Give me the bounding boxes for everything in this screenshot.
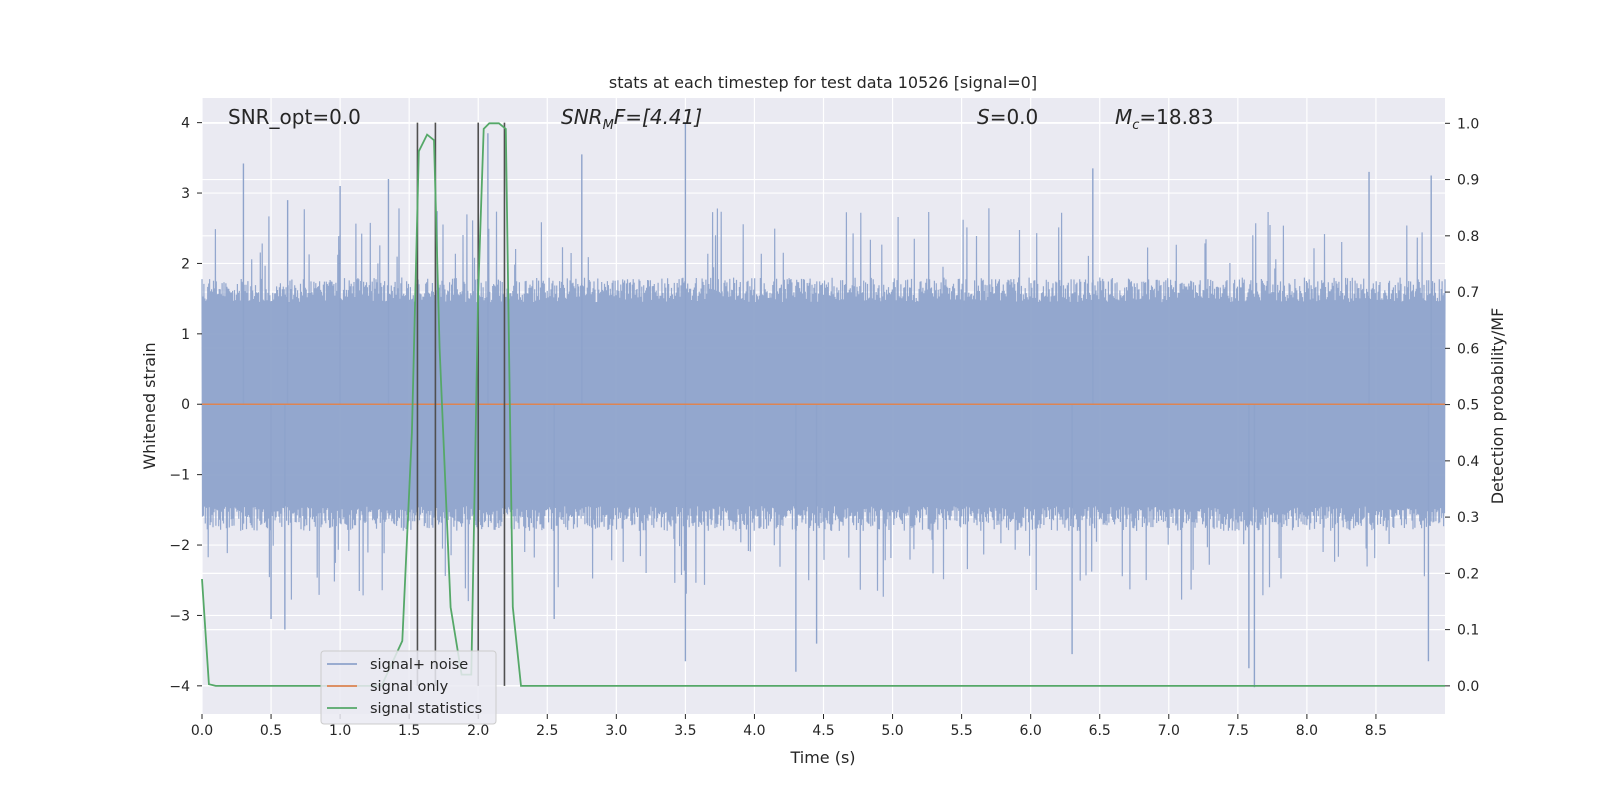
x-tick-label: 0.0 — [191, 723, 213, 739]
signal-noise-series — [201, 124, 1446, 688]
s-label: S — [977, 105, 990, 129]
y-tick-label: −1 — [169, 468, 190, 484]
x-tick-label: 6.5 — [1089, 723, 1111, 739]
x-tick-label: 1.0 — [329, 723, 351, 739]
mc-sub: c — [1132, 118, 1139, 133]
y-right-tick-label: 0.7 — [1457, 285, 1479, 301]
snr-mf-annotation: SNRMF=[4.41] — [561, 105, 702, 133]
y-tick-label: 1 — [181, 327, 190, 343]
x-tick-label: 7.5 — [1227, 723, 1249, 739]
y-axis-ticks: 4 3 2 1 0 −1 −2 −3 −4 — [169, 116, 202, 695]
x-tick-label: 3.0 — [605, 723, 627, 739]
y-tick-label: −4 — [169, 679, 190, 695]
snr-mf-label: SNR — [561, 105, 603, 129]
x-tick-label: 1.5 — [398, 723, 420, 739]
y-right-tick-label: 0.4 — [1457, 454, 1479, 470]
y-tick-label: −2 — [169, 538, 190, 554]
mc-rest: =18.83 — [1139, 105, 1213, 129]
y-tick-label: 2 — [181, 256, 190, 272]
y-right-tick-label: 0.6 — [1457, 341, 1479, 357]
y-tick-label: −3 — [169, 608, 190, 624]
x-tick-label: 2.0 — [467, 723, 489, 739]
legend-box — [320, 650, 497, 725]
x-tick-label: 4.5 — [812, 723, 834, 739]
y-axis-title: Whitened strain — [140, 342, 159, 469]
x-tick-label: 8.5 — [1365, 723, 1387, 739]
x-tick-label: 5.0 — [881, 723, 903, 739]
y-right-axis-ticks: 1.0 0.9 0.8 0.7 0.6 0.5 0.4 0.3 0.2 0.1 0.0 — [1445, 116, 1479, 695]
y-right-tick-label: 1.0 — [1457, 116, 1479, 132]
signal-noise-line — [201, 208, 1446, 602]
y-right-tick-label: 0.1 — [1457, 623, 1479, 639]
y-right-tick-label: 0.0 — [1457, 679, 1479, 695]
mc-annotation: Mc=18.83 — [1115, 105, 1213, 133]
y-tick-label: 4 — [181, 116, 190, 132]
y-right-axis-title: Detection probability/MF — [1488, 308, 1507, 505]
y-right-tick-label: 0.9 — [1457, 173, 1479, 189]
legend-label-signal-only: signal only — [370, 679, 449, 695]
x-tick-label: 0.5 — [260, 723, 282, 739]
x-axis-title: Time (s) — [789, 748, 855, 767]
y-right-tick-label: 0.3 — [1457, 510, 1479, 526]
x-tick-label: 8.0 — [1296, 723, 1318, 739]
y-tick-label: 3 — [181, 186, 190, 202]
x-tick-label: 5.5 — [950, 723, 972, 739]
mc-label: M — [1115, 105, 1132, 129]
legend-label-signal-statistics: signal statistics — [370, 701, 482, 717]
legend-label-signal-noise: signal+ noise — [370, 657, 468, 673]
x-tick-label: 4.0 — [743, 723, 765, 739]
snr-mf-sub: M — [603, 118, 614, 133]
chart-title: stats at each timestep for test data 105… — [609, 73, 1037, 92]
s-rest: =0.0 — [990, 105, 1039, 129]
x-tick-label: 3.5 — [674, 723, 696, 739]
x-tick-label: 2.5 — [536, 723, 558, 739]
x-axis-ticks: 0.0 0.5 1.0 1.5 2.0 2.5 3.0 3.5 4.0 4.5 5.0 5.5 6.0 6… — [191, 714, 1387, 739]
snr-opt-annotation: SNR_opt=0.0 — [228, 105, 361, 129]
x-tick-label: 7.0 — [1158, 723, 1180, 739]
s-annotation: S=0.0 — [977, 105, 1038, 129]
y-right-tick-label: 0.2 — [1457, 566, 1479, 582]
y-tick-label: 0 — [181, 397, 190, 413]
snr-mf-rest: F=[4.41] — [614, 105, 702, 129]
y-right-tick-label: 0.8 — [1457, 229, 1479, 245]
legend: signal+ noise signal only signal statist… — [320, 650, 497, 725]
x-tick-label: 6.0 — [1020, 723, 1042, 739]
y-right-tick-label: 0.5 — [1457, 398, 1479, 414]
